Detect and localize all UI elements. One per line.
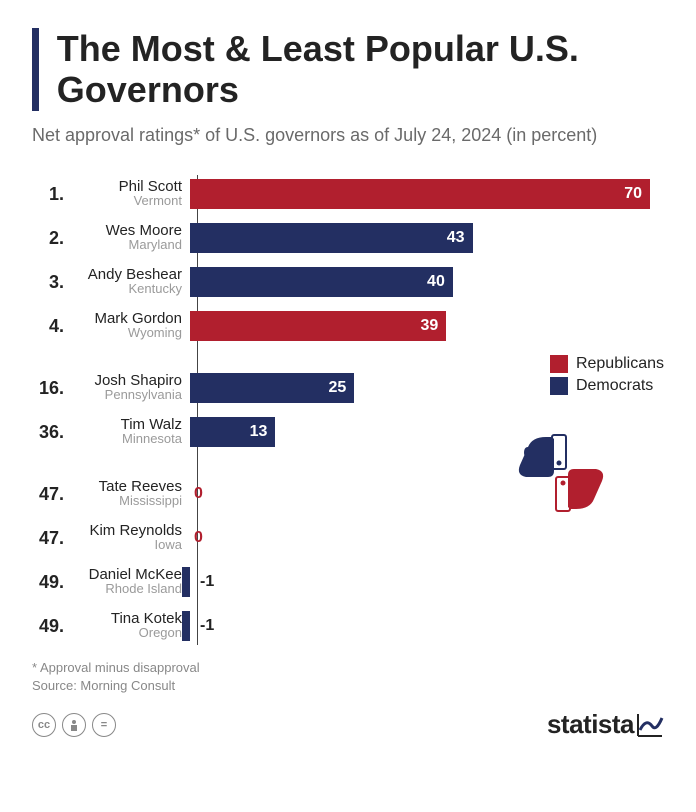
bar-value: -1 [200,573,214,591]
header: The Most & Least Popular U.S. Governors [32,28,664,111]
governor-state: Oregon [70,626,182,640]
footnote: * Approval minus disapproval Source: Mor… [32,659,664,695]
bar-area: 25 [190,373,664,403]
governor-state: Iowa [70,538,182,552]
chart-row: 1.Phil ScottVermont 70 [32,175,664,213]
governor-name: Josh Shapiro [70,373,182,388]
governor-name: Phil Scott [70,179,182,194]
rank: 4. [32,316,70,337]
governor-state: Pennsylvania [70,388,182,402]
bar: 43 [190,223,473,253]
label-column: Kim ReynoldsIowa [70,523,190,552]
statista-logo: statista [547,709,664,740]
bar: 39 [190,311,446,341]
rank: 2. [32,228,70,249]
bar-value: 13 [250,423,268,441]
bar-value: 25 [328,379,346,397]
bar-value: 43 [447,229,465,247]
governor-name: Tim Walz [70,417,182,432]
bar-area: 13 [190,417,664,447]
footer: cc = statista [32,709,664,740]
governor-state: Vermont [70,194,182,208]
bar: 40 [190,267,453,297]
governor-name: Mark Gordon [70,311,182,326]
label-column: Mark GordonWyoming [70,311,190,340]
label-column: Tate ReevesMississippi [70,479,190,508]
bar-value: 0 [194,485,203,503]
chart-row: 3.Andy BeshearKentucky 40 [32,263,664,301]
bar: 25 [190,373,354,403]
bar-area: 70 [190,179,664,209]
rank: 16. [32,378,70,399]
chart-title: The Most & Least Popular U.S. Governors [57,28,664,111]
chart-row: 16.Josh ShapiroPennsylvania 25 [32,369,664,407]
governor-name: Kim Reynolds [70,523,182,538]
label-column: Tina KotekOregon [70,611,190,640]
governor-state: Wyoming [70,326,182,340]
bar-area: 0 [190,479,664,509]
label-column: Phil ScottVermont [70,179,190,208]
chart-row: 49.Tina KotekOregon -1 [32,607,664,645]
rank: 47. [32,528,70,549]
bar-area: -1 [190,567,664,597]
rank: 47. [32,484,70,505]
label-column: Josh ShapiroPennsylvania [70,373,190,402]
rank: 49. [32,572,70,593]
governor-name: Daniel McKee [70,567,182,582]
bar-value: -1 [200,617,214,635]
bar-area: 40 [190,267,664,297]
bar-value: 0 [194,529,203,547]
bar-area: 39 [190,311,664,341]
footnote-definition: * Approval minus disapproval [32,659,664,677]
bar [182,611,190,641]
label-column: Andy BeshearKentucky [70,267,190,296]
bar: 13 [190,417,275,447]
label-column: Wes MooreMaryland [70,223,190,252]
chart-row: 49.Daniel McKeeRhode Island -1 [32,563,664,601]
governor-name: Tate Reeves [70,479,182,494]
governor-name: Wes Moore [70,223,182,238]
bar-value: 40 [427,273,445,291]
chart-row: 36.Tim WalzMinnesota 13 [32,413,664,451]
rank: 3. [32,272,70,293]
governor-name: Tina Kotek [70,611,182,626]
bar-chart: Republicans Democrats 1.Phil ScottVermon… [32,175,664,645]
nd-icon: = [92,713,116,737]
bar-value: 70 [624,185,642,203]
chart-row: 47.Tate ReevesMississippi0 [32,475,664,513]
chart-row: 4.Mark GordonWyoming 39 [32,307,664,345]
governor-state: Minnesota [70,432,182,446]
rank: 36. [32,422,70,443]
header-accent-bar [32,28,39,111]
cc-icon: cc [32,713,56,737]
label-column: Tim WalzMinnesota [70,417,190,446]
bar-value: 39 [420,317,438,335]
cc-license-icons: cc = [32,713,116,737]
bar [182,567,190,597]
governor-state: Maryland [70,238,182,252]
chart-row: 47.Kim ReynoldsIowa0 [32,519,664,557]
governor-name: Andy Beshear [70,267,182,282]
rank: 49. [32,616,70,637]
label-column: Daniel McKeeRhode Island [70,567,190,596]
footnote-source: Source: Morning Consult [32,677,664,695]
governor-state: Mississippi [70,494,182,508]
bar-area: 43 [190,223,664,253]
rank: 1. [32,184,70,205]
bar-area: -1 [190,611,664,641]
bar: 70 [190,179,650,209]
chart-row: 2.Wes MooreMaryland 43 [32,219,664,257]
governor-state: Kentucky [70,282,182,296]
bar-area: 0 [190,523,664,553]
governor-state: Rhode Island [70,582,182,596]
chart-subtitle: Net approval ratings* of U.S. governors … [32,123,664,147]
by-icon [62,713,86,737]
